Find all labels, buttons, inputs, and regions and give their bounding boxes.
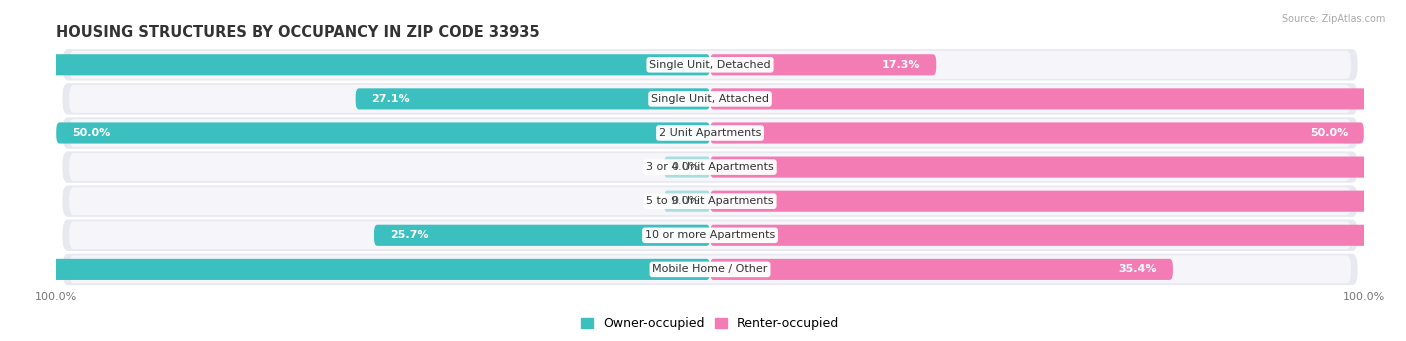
FancyBboxPatch shape (710, 54, 936, 75)
FancyBboxPatch shape (69, 255, 1351, 283)
Text: 27.1%: 27.1% (371, 94, 411, 104)
FancyBboxPatch shape (664, 191, 710, 212)
Text: 5 to 9 Unit Apartments: 5 to 9 Unit Apartments (647, 196, 773, 206)
FancyBboxPatch shape (62, 83, 1358, 115)
Text: 17.3%: 17.3% (882, 60, 921, 70)
FancyBboxPatch shape (0, 259, 710, 280)
Text: 0.0%: 0.0% (671, 196, 700, 206)
FancyBboxPatch shape (710, 225, 1406, 246)
FancyBboxPatch shape (62, 117, 1358, 149)
FancyBboxPatch shape (664, 157, 710, 178)
Text: 35.4%: 35.4% (1119, 264, 1157, 275)
Text: 50.0%: 50.0% (1310, 128, 1348, 138)
Text: Single Unit, Attached: Single Unit, Attached (651, 94, 769, 104)
FancyBboxPatch shape (710, 88, 1406, 109)
FancyBboxPatch shape (69, 85, 1351, 113)
Text: 10 or more Apartments: 10 or more Apartments (645, 230, 775, 240)
FancyBboxPatch shape (69, 153, 1351, 181)
FancyBboxPatch shape (0, 54, 710, 75)
Text: Source: ZipAtlas.com: Source: ZipAtlas.com (1281, 14, 1385, 24)
Text: HOUSING STRUCTURES BY OCCUPANCY IN ZIP CODE 33935: HOUSING STRUCTURES BY OCCUPANCY IN ZIP C… (56, 25, 540, 40)
FancyBboxPatch shape (62, 186, 1358, 217)
Text: 2 Unit Apartments: 2 Unit Apartments (659, 128, 761, 138)
FancyBboxPatch shape (710, 122, 1364, 144)
FancyBboxPatch shape (62, 151, 1358, 183)
FancyBboxPatch shape (710, 191, 1406, 212)
FancyBboxPatch shape (69, 119, 1351, 147)
FancyBboxPatch shape (56, 122, 710, 144)
FancyBboxPatch shape (710, 157, 1406, 178)
FancyBboxPatch shape (356, 88, 710, 109)
FancyBboxPatch shape (62, 49, 1358, 80)
FancyBboxPatch shape (69, 221, 1351, 249)
Text: 0.0%: 0.0% (671, 162, 700, 172)
FancyBboxPatch shape (69, 51, 1351, 79)
Text: 50.0%: 50.0% (72, 128, 110, 138)
Text: 25.7%: 25.7% (389, 230, 429, 240)
FancyBboxPatch shape (374, 225, 710, 246)
Legend: Owner-occupied, Renter-occupied: Owner-occupied, Renter-occupied (578, 315, 842, 333)
Text: 3 or 4 Unit Apartments: 3 or 4 Unit Apartments (647, 162, 773, 172)
FancyBboxPatch shape (710, 259, 1173, 280)
Text: Mobile Home / Other: Mobile Home / Other (652, 264, 768, 275)
Text: Single Unit, Detached: Single Unit, Detached (650, 60, 770, 70)
FancyBboxPatch shape (62, 254, 1358, 285)
FancyBboxPatch shape (62, 220, 1358, 251)
FancyBboxPatch shape (69, 187, 1351, 215)
